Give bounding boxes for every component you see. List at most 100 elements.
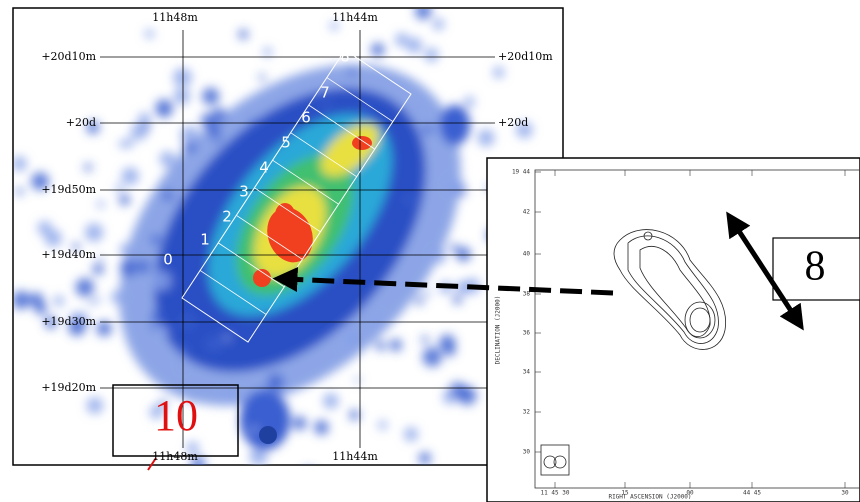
inset-y-tick-label: 36 — [523, 330, 531, 337]
speckle — [423, 347, 442, 366]
speckle — [423, 125, 432, 134]
speckle — [250, 447, 268, 465]
speckle — [323, 393, 339, 409]
ra-label: 11h48m — [152, 11, 198, 24]
speckle — [450, 244, 458, 252]
speckle — [162, 190, 173, 201]
speckle — [456, 247, 471, 262]
dec-label: +20d10m — [41, 50, 96, 63]
scale-label: 10 — [154, 391, 198, 440]
speckle — [180, 345, 189, 354]
inset-y-tick-label: 34 — [523, 369, 531, 376]
speckle — [404, 427, 418, 441]
speckle — [439, 335, 456, 352]
speckle — [94, 296, 101, 303]
inset-scale-label: 8 — [805, 244, 826, 290]
speckle — [151, 311, 162, 322]
speckle — [282, 413, 289, 420]
strip-label: 2 — [222, 208, 232, 226]
speckle — [137, 260, 150, 273]
speckle — [238, 29, 248, 39]
speckle — [93, 263, 104, 274]
speckle — [215, 137, 221, 143]
speckle — [423, 290, 430, 297]
speckle — [119, 141, 126, 148]
speckle — [413, 101, 424, 112]
speckle — [255, 392, 265, 402]
speckle — [359, 108, 370, 119]
page: {"main_map": {"ra_labels_top": ["11h48m"… — [0, 0, 860, 502]
speckle — [371, 43, 385, 57]
speckle — [151, 235, 161, 245]
speckle — [395, 33, 408, 46]
dec-label: +20d10m — [498, 50, 553, 63]
speckle — [349, 410, 359, 420]
speckle — [111, 290, 125, 304]
speckle — [97, 201, 105, 209]
speckle — [145, 29, 154, 38]
speckle — [183, 144, 190, 151]
speckle — [415, 297, 423, 305]
speckle — [84, 164, 92, 172]
speckle — [407, 38, 423, 54]
speckle — [85, 223, 103, 241]
inset-y-tick-label: 32 — [523, 409, 531, 416]
speckle — [493, 67, 504, 78]
speckle — [116, 184, 124, 192]
speckle — [457, 281, 468, 292]
strip-label: 1 — [200, 231, 210, 249]
speckle — [419, 452, 431, 464]
speckle — [405, 194, 415, 204]
speckle — [121, 168, 138, 185]
strip-label: 8 — [340, 48, 350, 66]
dec-label: +19d40m — [41, 248, 96, 261]
speckle — [431, 248, 447, 264]
speckle — [443, 390, 457, 404]
speckle — [421, 336, 428, 343]
speckle — [221, 386, 240, 405]
speckle — [433, 18, 445, 30]
speckle — [209, 478, 215, 484]
speckle — [76, 278, 95, 297]
speckle — [174, 88, 191, 105]
inset-x-tick-label: 15 — [621, 490, 629, 497]
dec-label: +19d50m — [41, 183, 96, 196]
dec-label: +19d20m — [41, 381, 96, 394]
speckle — [348, 68, 355, 75]
speckle — [258, 481, 264, 487]
speckle — [250, 426, 258, 434]
speckle — [314, 420, 329, 435]
strip-label: 5 — [281, 134, 291, 152]
inset-y-tick-label: 40 — [523, 251, 531, 258]
speckle — [35, 302, 47, 314]
speckle — [53, 296, 64, 307]
inset-y-tick-label: 42 — [523, 209, 531, 216]
strip-label: 0 — [163, 251, 173, 269]
inset-x-tick-label: 30 — [841, 490, 849, 497]
speckle — [323, 102, 331, 110]
inset: RIGHT ASCENSION (J2000) DECLINATION (J20… — [487, 158, 860, 502]
speckle — [12, 291, 30, 309]
speckle — [478, 129, 495, 146]
dec-label: +19d30m — [41, 315, 96, 328]
speckle — [178, 363, 185, 370]
speckle — [456, 111, 463, 118]
speckle — [159, 327, 169, 337]
speckle — [223, 335, 230, 342]
inset-x-tick-label: 00 — [686, 490, 694, 497]
speckle — [38, 221, 52, 235]
ra-label: 11h44m — [332, 11, 378, 24]
dec-label: +20d — [498, 116, 528, 129]
speckle — [88, 299, 94, 305]
speckle — [250, 120, 258, 128]
inset-x-tick-label: 11 45 30 — [541, 490, 570, 497]
speckle — [425, 48, 439, 62]
speckle — [464, 96, 475, 107]
speckle — [12, 156, 27, 171]
speckle — [201, 113, 216, 128]
speckle — [96, 321, 111, 336]
strip-label: 4 — [259, 159, 269, 177]
speckle — [150, 325, 156, 331]
speckle — [119, 243, 131, 255]
ra-label: 11h44m — [332, 450, 378, 463]
